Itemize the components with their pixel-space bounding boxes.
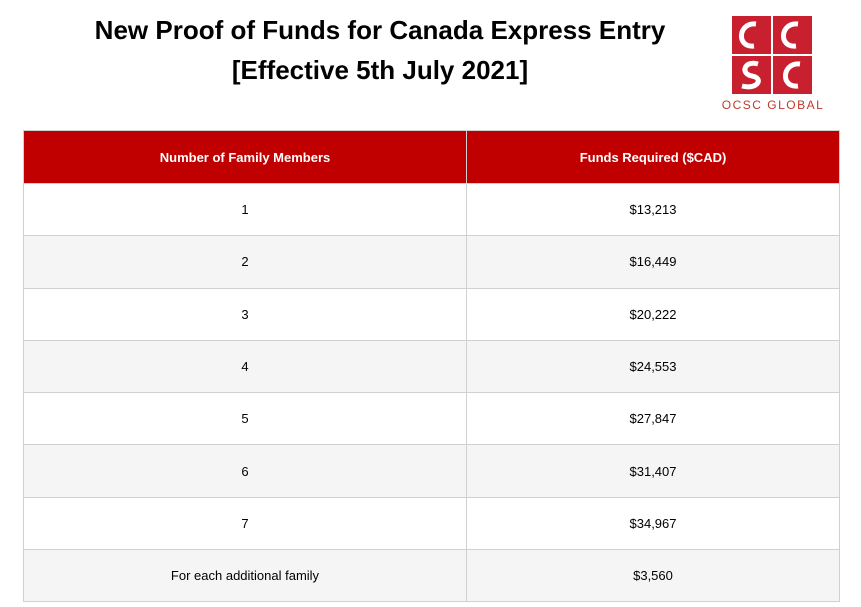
- table-row: 4 $24,553: [23, 339, 840, 394]
- table-cell: 5: [23, 392, 467, 446]
- table-cell: 1: [23, 182, 467, 237]
- title-line: [Effective 5th July 2021]: [231, 55, 529, 85]
- table-cell: $24,553: [466, 339, 840, 394]
- table-cell: For each additional family: [23, 549, 467, 603]
- table-row: 6 $31,407: [23, 444, 840, 498]
- table-row: 5 $27,847: [23, 392, 840, 446]
- table-cell: $13,213: [466, 182, 840, 237]
- table-cell: $31,407: [466, 444, 840, 498]
- table-cell: $27,847: [466, 392, 840, 446]
- column-header: Funds Required ($CAD): [466, 130, 840, 184]
- logo-text: OCSC GLOBAL: [721, 98, 825, 112]
- table-cell: 7: [23, 496, 467, 551]
- table-row: 1 $13,213: [23, 182, 840, 237]
- table-cell: 2: [23, 235, 467, 289]
- table-row: 3 $20,222: [23, 287, 840, 341]
- table-row: 2 $16,449: [23, 235, 840, 289]
- table-row: For each additional family $3,560: [23, 549, 840, 603]
- table-cell: 3: [23, 287, 467, 341]
- table-cell: $16,449: [466, 235, 840, 289]
- header-row: Number of Family Members Funds Required …: [23, 130, 840, 184]
- funds-table: Number of Family Members Funds Required …: [23, 130, 840, 603]
- logo: [732, 16, 812, 94]
- column-header: Number of Family Members: [23, 130, 467, 184]
- table-cell: 6: [23, 444, 467, 498]
- table-cell: $20,222: [466, 287, 840, 341]
- table-cell: 4: [23, 339, 467, 394]
- table-row: 7 $34,967: [23, 496, 840, 551]
- table-cell: $3,560: [466, 549, 840, 603]
- title-line: New Proof of Funds for Canada Express En…: [94, 15, 666, 45]
- table-cell: $34,967: [466, 496, 840, 551]
